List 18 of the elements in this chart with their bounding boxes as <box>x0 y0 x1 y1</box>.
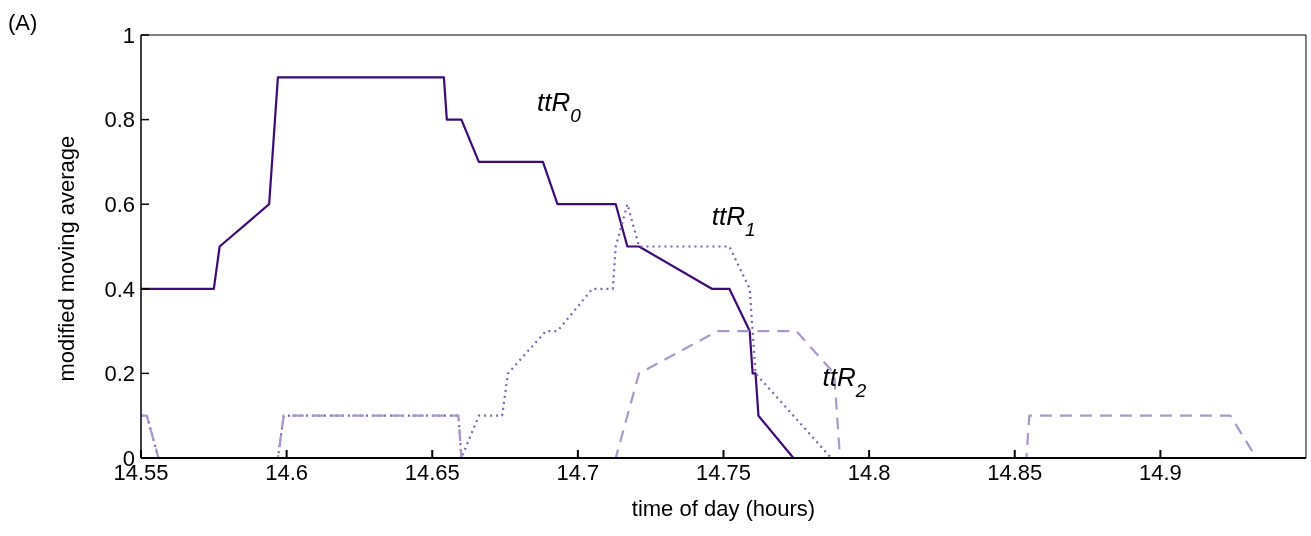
y-tick-label: 0.8 <box>104 107 135 133</box>
text: (A) <box>8 10 38 36</box>
x-tick-label: 14.85 <box>987 459 1043 485</box>
x-tick-label: 14.6 <box>265 459 309 485</box>
x-axis-title: time of day (hours) <box>631 496 816 521</box>
series-label: ttR$_{2}$ <box>822 362 867 401</box>
y-axis-title: modified moving average <box>53 135 79 382</box>
x-tick-label: 14.8 <box>847 459 891 485</box>
x-tick-label: 14.65 <box>404 459 460 485</box>
x-tick-label: 14.7 <box>556 459 600 485</box>
y-tick-label: 0.2 <box>104 361 135 387</box>
series-label: ttR$_{0}$ <box>537 87 582 126</box>
series-label: ttR$_{1}$ <box>711 201 756 240</box>
y-tick-label: 0.6 <box>104 192 135 218</box>
y-tick-label: 0.4 <box>104 276 135 302</box>
y-tick-label: 1 <box>122 22 135 48</box>
x-tick-label: 14.75 <box>695 459 752 485</box>
x-tick-label: 14.9 <box>1138 459 1182 485</box>
